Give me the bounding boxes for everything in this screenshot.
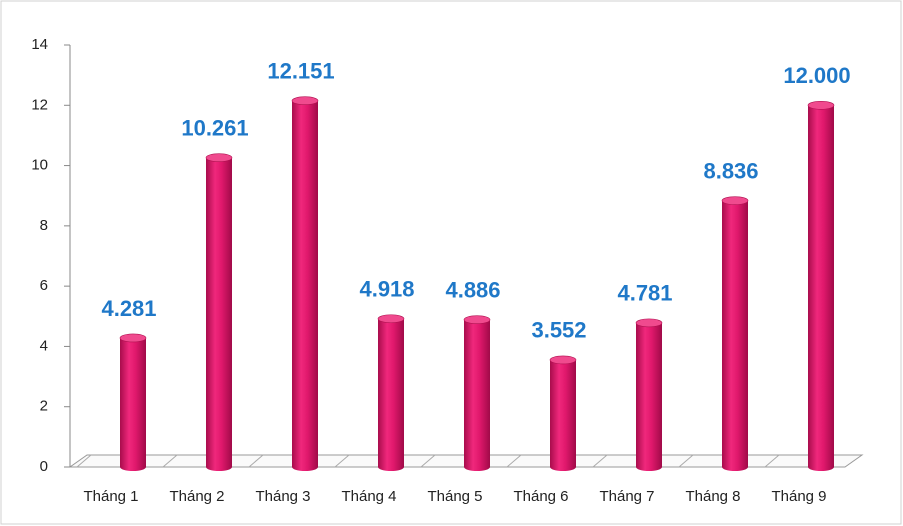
bar (463, 315, 491, 471)
x-tick-label: Tháng 9 (771, 488, 826, 505)
bar-top (549, 355, 577, 365)
bar-body (378, 318, 404, 467)
bar-base (722, 463, 748, 471)
y-tick-label: 10 (31, 157, 48, 174)
x-tick-label: Tháng 2 (169, 488, 224, 505)
y-tick-label: 12 (31, 96, 48, 113)
y-tick-label: 0 (40, 458, 48, 475)
value-label: 12.151 (267, 59, 334, 84)
bar-base (206, 463, 232, 471)
bar-top (377, 314, 405, 324)
bar-top (807, 100, 835, 110)
bar (291, 96, 319, 471)
bar-base (464, 463, 490, 471)
floor-divider (678, 454, 694, 468)
bar-top (635, 318, 663, 328)
bar (205, 153, 233, 471)
floor-divider (506, 454, 522, 468)
floor-divider (162, 454, 178, 468)
x-tick-label: Tháng 5 (427, 488, 482, 505)
bar-body (636, 322, 662, 467)
bar-body (808, 105, 834, 468)
bar-body (464, 319, 490, 467)
y-tick-label: 14 (31, 36, 48, 53)
value-label: 8.836 (703, 158, 758, 183)
bar-body (550, 359, 576, 467)
bar-body (206, 157, 232, 467)
x-tick-label: Tháng 4 (341, 488, 396, 505)
bar-top (119, 333, 147, 343)
bar-top (205, 153, 233, 163)
floor-divider (420, 454, 436, 468)
bar-body (120, 337, 146, 467)
value-label: 4.918 (359, 277, 414, 302)
x-tick-label: Tháng 3 (255, 488, 310, 505)
bar-top (463, 315, 491, 325)
bar-base (550, 463, 576, 471)
value-label: 10.261 (181, 116, 248, 141)
bar-body (292, 100, 318, 468)
bar-base (808, 463, 834, 471)
y-tick-label: 8 (40, 217, 48, 234)
y-tick-label: 4 (40, 337, 48, 354)
y-tick-label: 2 (40, 398, 48, 415)
bar-top (291, 96, 319, 106)
value-label: 4.781 (617, 281, 672, 306)
value-label: 12.000 (783, 63, 850, 88)
bar-base (292, 463, 318, 471)
bar-base (378, 463, 404, 471)
bar (807, 100, 835, 471)
x-tick-label: Tháng 7 (599, 488, 654, 505)
value-label: 4.886 (445, 278, 500, 303)
bar-body (722, 200, 748, 467)
x-tick-label: Tháng 1 (83, 488, 138, 505)
bar (119, 333, 147, 471)
floor-divider (76, 454, 92, 468)
floor-divider (592, 454, 608, 468)
bar (721, 196, 749, 471)
floor-divider (248, 454, 264, 468)
bar-base (636, 463, 662, 471)
value-label: 3.552 (531, 318, 586, 343)
x-tick-label: Tháng 8 (685, 488, 740, 505)
bar-top (721, 196, 749, 205)
y-tick-label: 6 (40, 277, 48, 294)
value-label: 4.281 (101, 296, 156, 321)
x-tick-label: Tháng 6 (513, 488, 568, 505)
bar (377, 314, 405, 471)
floor-divider (334, 454, 350, 468)
floor-divider (764, 454, 780, 468)
bar (635, 318, 663, 471)
bar-base (120, 463, 146, 471)
bar (549, 355, 577, 471)
